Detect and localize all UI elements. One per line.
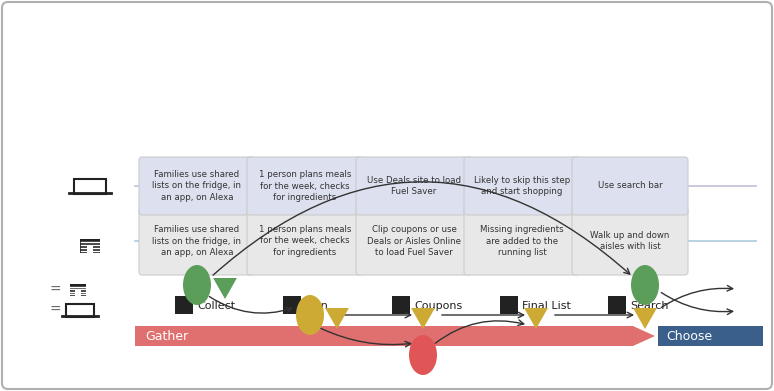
FancyBboxPatch shape: [356, 157, 472, 215]
FancyBboxPatch shape: [658, 326, 763, 346]
FancyBboxPatch shape: [80, 239, 100, 253]
Text: Clip coupons or use
Deals or Aisles Online
to load Fuel Saver: Clip coupons or use Deals or Aisles Onli…: [367, 225, 461, 257]
Text: Collect: Collect: [197, 301, 235, 311]
Polygon shape: [213, 278, 237, 299]
FancyBboxPatch shape: [572, 157, 688, 215]
Polygon shape: [524, 308, 548, 329]
Ellipse shape: [631, 265, 659, 305]
FancyBboxPatch shape: [500, 296, 518, 314]
FancyBboxPatch shape: [392, 296, 410, 314]
FancyBboxPatch shape: [70, 284, 87, 296]
FancyBboxPatch shape: [139, 207, 255, 275]
Ellipse shape: [183, 265, 211, 305]
Text: 1 person plans meals
for the week, checks
for ingredients: 1 person plans meals for the week, check…: [259, 170, 351, 202]
Polygon shape: [633, 308, 657, 329]
Text: =: =: [50, 283, 61, 297]
FancyBboxPatch shape: [283, 296, 301, 314]
Polygon shape: [135, 326, 655, 346]
Polygon shape: [325, 308, 349, 329]
FancyBboxPatch shape: [175, 296, 193, 314]
Text: Walk up and down
aisles with list: Walk up and down aisles with list: [591, 231, 670, 251]
FancyBboxPatch shape: [608, 296, 626, 314]
Text: Plan: Plan: [305, 301, 329, 311]
FancyBboxPatch shape: [76, 291, 80, 296]
FancyBboxPatch shape: [464, 157, 580, 215]
FancyBboxPatch shape: [247, 157, 363, 215]
Text: Likely to skip this step
and start shopping: Likely to skip this step and start shopp…: [474, 176, 570, 196]
Text: 1 person plans meals
for the week, checks
for ingredients: 1 person plans meals for the week, check…: [259, 225, 351, 257]
FancyBboxPatch shape: [464, 207, 580, 275]
Ellipse shape: [409, 335, 437, 375]
FancyBboxPatch shape: [572, 207, 688, 275]
Text: Families use shared
lists on the fridge, in
an app, on Alexa: Families use shared lists on the fridge,…: [152, 225, 241, 257]
Ellipse shape: [296, 295, 324, 335]
Text: Search: Search: [630, 301, 669, 311]
Text: Use Deals site to load
Fuel Saver: Use Deals site to load Fuel Saver: [367, 176, 461, 196]
Text: Families use shared
lists on the fridge, in
an app, on Alexa: Families use shared lists on the fridge,…: [152, 170, 241, 202]
FancyBboxPatch shape: [247, 207, 363, 275]
FancyBboxPatch shape: [139, 157, 255, 215]
Text: Gather: Gather: [145, 330, 188, 343]
Text: Coupons: Coupons: [414, 301, 462, 311]
FancyBboxPatch shape: [87, 246, 93, 253]
Text: Choose: Choose: [666, 330, 712, 343]
Text: Final List: Final List: [522, 301, 571, 311]
FancyBboxPatch shape: [356, 207, 472, 275]
Text: Use search bar: Use search bar: [598, 181, 663, 190]
Polygon shape: [411, 308, 435, 329]
Text: Missing ingredients
are added to the
running list: Missing ingredients are added to the run…: [480, 225, 563, 257]
Text: =: =: [50, 303, 61, 317]
